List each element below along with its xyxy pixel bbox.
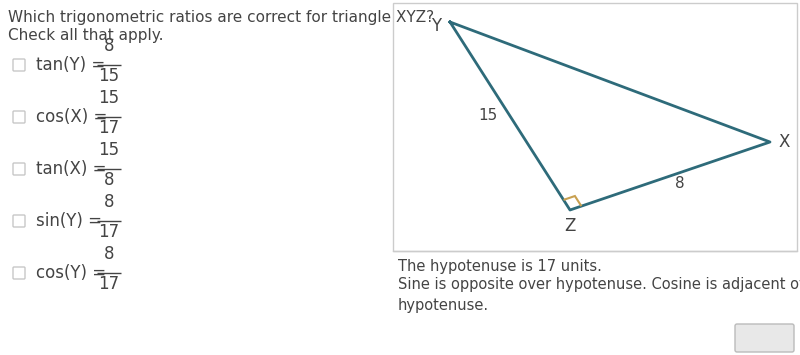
Text: Check all that apply.: Check all that apply. — [8, 28, 163, 43]
FancyBboxPatch shape — [13, 163, 25, 175]
Text: 17: 17 — [98, 223, 119, 241]
Text: 15: 15 — [98, 67, 119, 85]
Text: cos(X) =: cos(X) = — [36, 108, 113, 126]
Text: 15: 15 — [98, 141, 119, 159]
Text: Hint: Hint — [750, 331, 778, 345]
Text: tan(X) =: tan(X) = — [36, 160, 112, 178]
Text: 15: 15 — [98, 89, 119, 107]
Text: Which trigonometric ratios are correct for triangle XYZ?: Which trigonometric ratios are correct f… — [8, 10, 434, 25]
Text: Y: Y — [431, 17, 441, 35]
Text: 17: 17 — [98, 275, 119, 293]
FancyBboxPatch shape — [735, 324, 794, 352]
Text: The hypotenuse is 17 units.: The hypotenuse is 17 units. — [398, 259, 602, 274]
FancyBboxPatch shape — [13, 59, 25, 71]
FancyBboxPatch shape — [13, 215, 25, 227]
Text: 8: 8 — [104, 245, 114, 263]
Text: sin(Y) =: sin(Y) = — [36, 212, 107, 230]
Text: X: X — [778, 133, 790, 151]
Bar — [393, 3, 797, 251]
Text: tan(Y) =: tan(Y) = — [36, 56, 110, 74]
Text: 17: 17 — [98, 119, 119, 137]
Text: 15: 15 — [478, 109, 498, 124]
Text: Z: Z — [564, 217, 576, 235]
Text: Sine is opposite over hypotenuse. Cosine is adjacent over
hypotenuse.: Sine is opposite over hypotenuse. Cosine… — [398, 277, 800, 313]
FancyBboxPatch shape — [13, 111, 25, 123]
Text: 8: 8 — [104, 193, 114, 211]
Text: 8: 8 — [104, 37, 114, 55]
Text: 8: 8 — [104, 171, 114, 189]
Text: cos(Y) =: cos(Y) = — [36, 264, 111, 282]
Text: 8: 8 — [675, 176, 685, 191]
FancyBboxPatch shape — [13, 267, 25, 279]
